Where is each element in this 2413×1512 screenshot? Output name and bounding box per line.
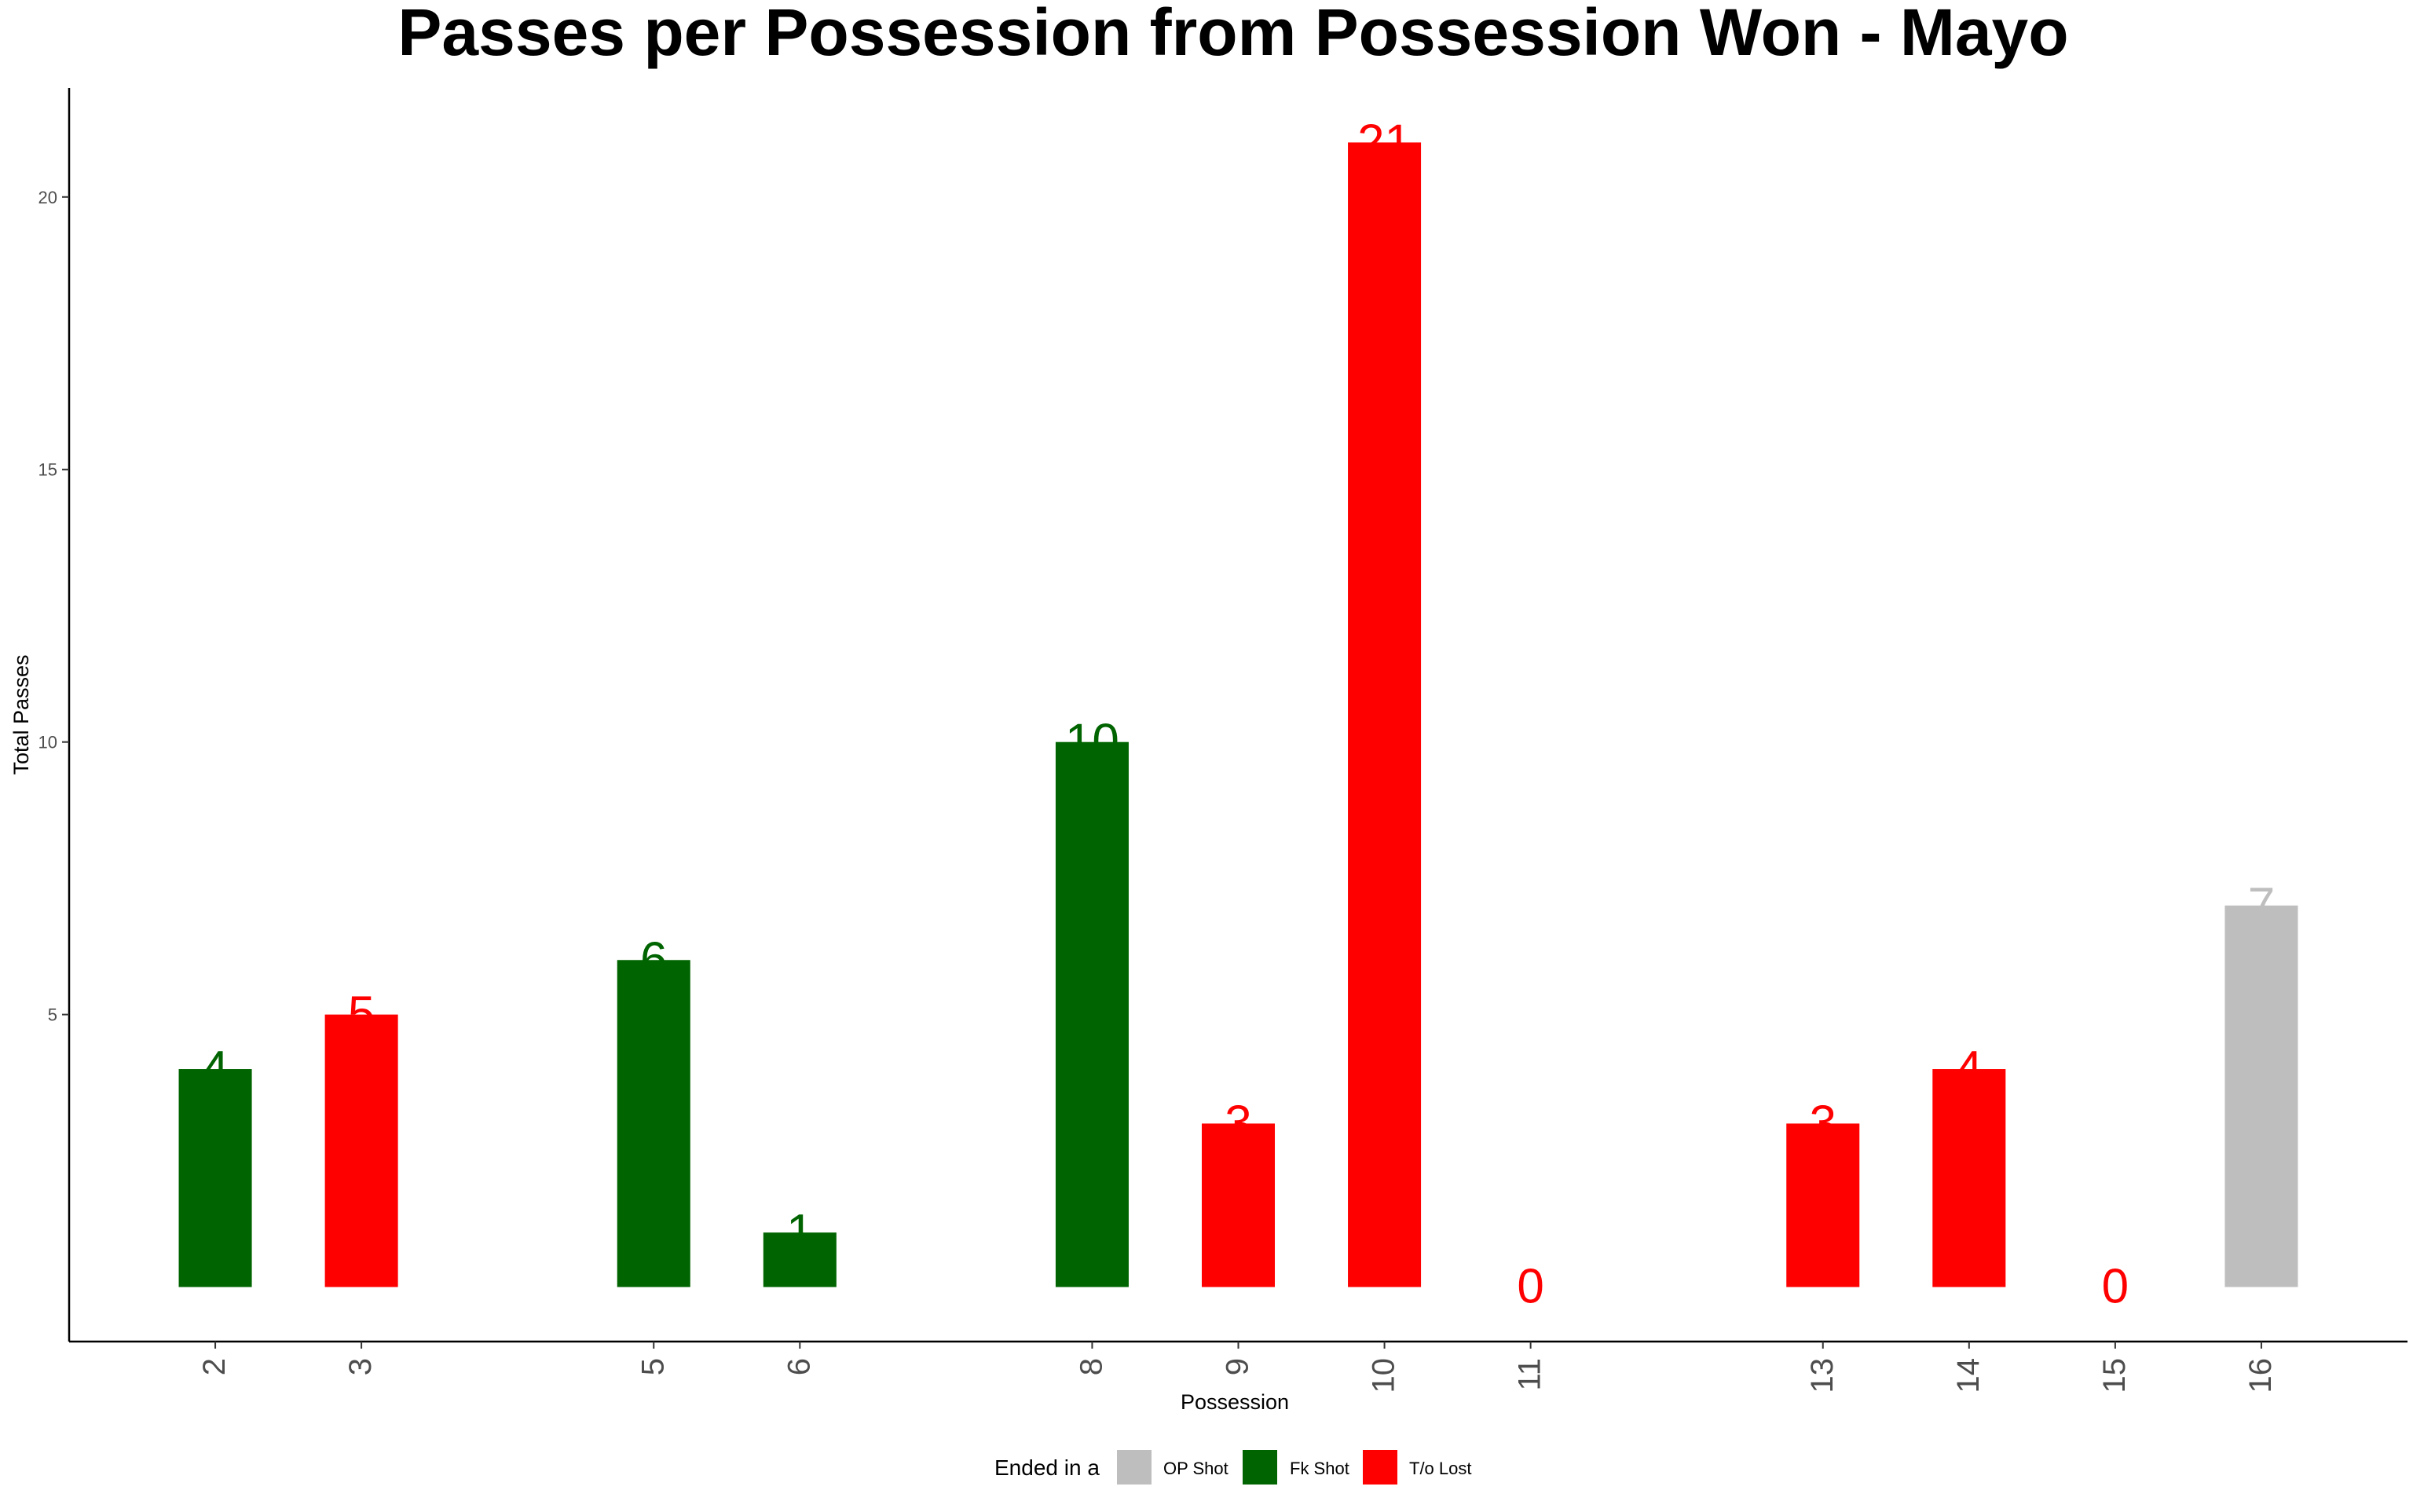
bar bbox=[324, 1014, 398, 1287]
bar-value-label: 4 bbox=[202, 1042, 229, 1096]
bar-value-label: 3 bbox=[1810, 1096, 1836, 1150]
y-tick-label: 10 bbox=[38, 733, 57, 752]
legend-swatch bbox=[1363, 1450, 1397, 1485]
bar bbox=[2224, 905, 2298, 1287]
bar-value-label: 7 bbox=[2248, 878, 2275, 932]
y-axis-label: Total Passes bbox=[9, 654, 33, 774]
bar-value-label: 10 bbox=[1065, 715, 1119, 769]
bar bbox=[1055, 741, 1129, 1287]
bar bbox=[1201, 1123, 1276, 1287]
bar bbox=[763, 1232, 837, 1287]
legend-label: OP Shot bbox=[1163, 1459, 1228, 1478]
bar-value-label: 5 bbox=[348, 987, 375, 1042]
x-axis-ticks: 2 3 5 6 8 9 10 11 13 14 15 16 bbox=[197, 1342, 2278, 1393]
bar bbox=[1348, 142, 1422, 1287]
bar bbox=[1786, 1123, 1860, 1287]
bar-value-label: 21 bbox=[1357, 115, 1412, 169]
legend-swatch bbox=[1243, 1450, 1277, 1485]
bar-value-label: 0 bbox=[1517, 1260, 1543, 1314]
legend-swatch bbox=[1117, 1450, 1152, 1485]
x-tick-label: 9 bbox=[1221, 1358, 1255, 1375]
plot-area: 4 5 6 1 10 3 21 0 3 4 0 7 bbox=[178, 115, 2298, 1314]
x-tick-label: 5 bbox=[635, 1358, 670, 1375]
x-tick-label: 10 bbox=[1367, 1358, 1401, 1393]
x-tick-label: 6 bbox=[782, 1358, 816, 1375]
y-tick-label: 20 bbox=[38, 188, 57, 207]
x-tick-label: 16 bbox=[2243, 1358, 2278, 1393]
bar-value-label: 6 bbox=[640, 932, 667, 987]
legend-label: T/o Lost bbox=[1409, 1459, 1471, 1478]
x-tick-label: 3 bbox=[343, 1358, 378, 1375]
bar-value-label: 4 bbox=[1956, 1042, 1983, 1096]
y-axis-ticks: 5 10 15 20 bbox=[38, 188, 69, 1025]
x-tick-label: 2 bbox=[197, 1358, 232, 1375]
bar bbox=[1932, 1069, 2006, 1287]
bar bbox=[178, 1069, 252, 1287]
x-tick-label: 13 bbox=[1805, 1358, 1840, 1393]
x-tick-label: 8 bbox=[1074, 1358, 1108, 1375]
x-axis-label: Possession bbox=[1181, 1390, 1289, 1414]
bar-value-label: 0 bbox=[2102, 1260, 2129, 1314]
y-tick-label: 5 bbox=[48, 1005, 57, 1025]
legend-title: Ended in a bbox=[994, 1455, 1100, 1480]
chart-title: Passes per Possession from Possession Wo… bbox=[397, 0, 2068, 69]
bar-value-label: 3 bbox=[1225, 1096, 1251, 1150]
bar-value-label: 1 bbox=[786, 1205, 813, 1259]
legend: Ended in a OP Shot Fk Shot T/o Lost bbox=[994, 1450, 1471, 1485]
y-tick-label: 15 bbox=[38, 460, 57, 480]
x-tick-label: 14 bbox=[1951, 1358, 1986, 1393]
x-tick-label: 15 bbox=[2097, 1358, 2132, 1393]
x-tick-label: 11 bbox=[1513, 1358, 1547, 1391]
legend-label: Fk Shot bbox=[1290, 1459, 1349, 1478]
bar bbox=[617, 960, 690, 1287]
